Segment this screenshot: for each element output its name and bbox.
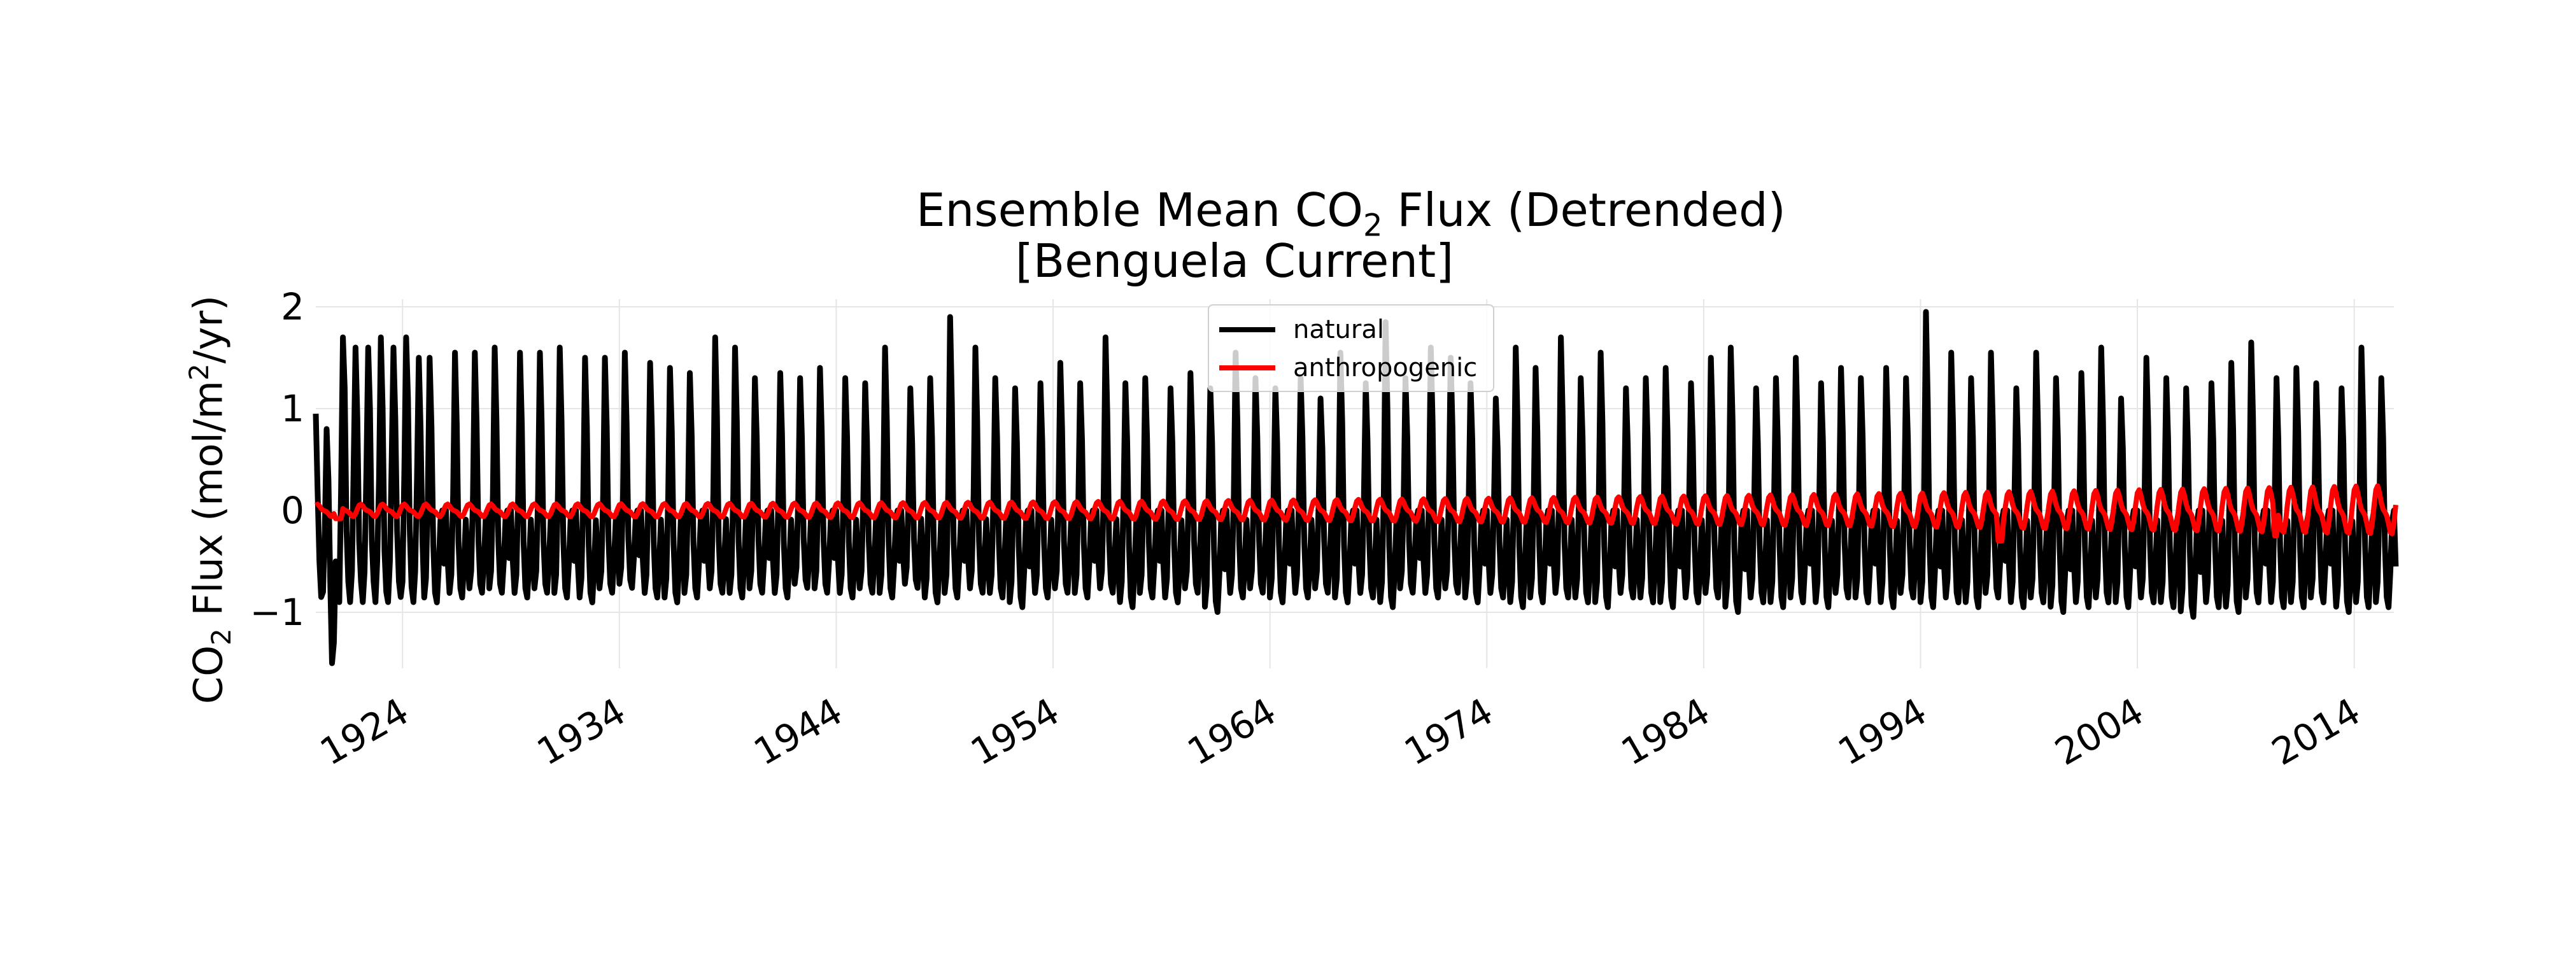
x-tick-label: 2014: [2265, 689, 2368, 774]
y-tick-label: 2: [281, 285, 304, 328]
y-tick-label: 0: [281, 489, 304, 532]
legend: natural anthropogenic: [1208, 304, 1494, 392]
legend-label-natural: natural: [1293, 315, 1384, 344]
x-tick-label: 1934: [530, 689, 633, 774]
x-tick-label: 1924: [313, 689, 416, 774]
chart-subtitle: [Benguela Current]: [1015, 234, 1454, 288]
series-line-natural: [313, 309, 2399, 666]
series-layer: [313, 309, 2399, 666]
series-line-anthropogenic: [315, 483, 2398, 544]
x-tick-label: 1944: [747, 689, 850, 774]
x-tick-label: 1984: [1614, 689, 1717, 774]
legend-swatch-natural: [1219, 327, 1275, 332]
x-tick-label: 1964: [1180, 689, 1284, 774]
y-tick-label: 1: [281, 387, 304, 430]
x-tick-label: 1974: [1397, 689, 1500, 774]
x-tick-label: 1994: [1831, 689, 1934, 774]
chart-title: Ensemble Mean CO2 Flux (Detrended): [916, 183, 1786, 244]
legend-swatch-anthropogenic: [1219, 365, 1275, 370]
legend-item-natural: natural: [1219, 312, 1384, 348]
x-tick-labels: 1924 1934 1944 1954 1964 1974 1984 1994 2004 2014: [313, 689, 2367, 774]
x-tick-label: 2004: [2048, 689, 2151, 774]
legend-item-anthropogenic: anthropogenic: [1219, 350, 1477, 386]
y-axis-label: CO2 Flux (mol/m2/yr): [183, 295, 237, 705]
y-tick-labels: −1 0 1 2: [250, 285, 305, 634]
x-tick-label: 1954: [963, 689, 1066, 774]
y-tick-label: −1: [250, 591, 305, 634]
legend-label-anthropogenic: anthropogenic: [1293, 353, 1478, 383]
